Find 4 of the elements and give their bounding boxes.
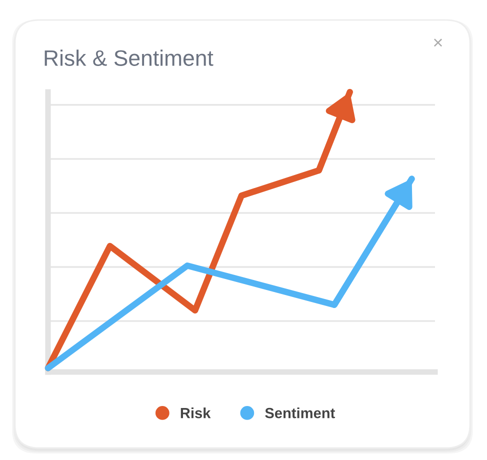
text: × bbox=[434, 38, 442, 47]
legend-label: Risk bbox=[180, 408, 211, 418]
chart-title: Risk & Sentiment bbox=[44, 50, 214, 66]
legend-label: Sentiment bbox=[265, 408, 335, 418]
